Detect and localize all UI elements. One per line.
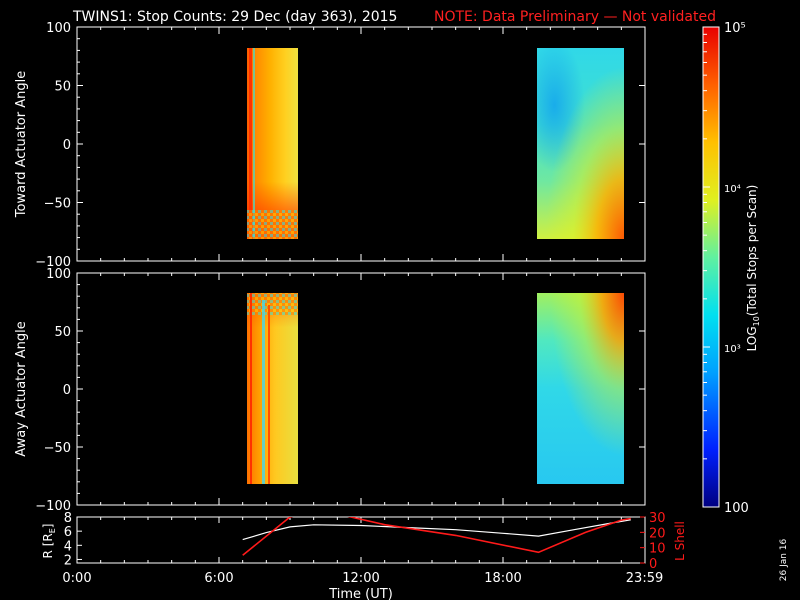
- middle-right-block: [537, 293, 624, 484]
- radius-ytick-label: 6: [64, 525, 72, 540]
- xtick-label: 6:00: [204, 571, 233, 586]
- middle-ytick-label: −50: [44, 441, 71, 456]
- top-panel-heatmap: [247, 48, 624, 239]
- middle-ytick-label: 100: [46, 267, 71, 282]
- radius-ytick-label: 4: [64, 539, 72, 554]
- lshell-ytick-label: 30: [649, 511, 666, 526]
- colorbar-tick-label: 100: [724, 501, 749, 516]
- middle-panel-heatmap: [247, 293, 624, 484]
- top-right-block: [537, 48, 624, 239]
- colorbar-tick-label: 10³: [724, 344, 741, 355]
- xlabel: Time (UT): [328, 587, 393, 600]
- colorbar-label: LOG10(Total Stops per Scan): [745, 185, 761, 352]
- xtick-label: 12:00: [342, 571, 379, 586]
- xtick-label: 23:59: [626, 571, 663, 586]
- lshell-line: [242, 517, 631, 556]
- lshell-ytick-label: 0: [649, 557, 657, 572]
- colorbar-tick-label: 10⁵: [724, 21, 746, 36]
- top-ytick-label: −100: [35, 255, 71, 270]
- radius-line: [242, 519, 631, 541]
- top-ytick-label: 50: [54, 80, 71, 95]
- colorbar-ticks: 100 10³ 10⁴ 10⁵: [703, 21, 749, 516]
- colorbar-tick-label: 10⁴: [724, 184, 741, 195]
- top-ylabel: Toward Actuator Angle: [14, 71, 29, 218]
- lshell-ylabel: L Shell: [673, 521, 687, 561]
- top-ytick-label: 100: [46, 21, 71, 36]
- radius-ytick-label: 2: [64, 553, 72, 568]
- middle-left-block: [247, 293, 298, 484]
- radius-ylabel: R [RE]: [41, 524, 57, 559]
- lshell-ytick-label: 10: [649, 542, 666, 557]
- date-stamp: 26 Jan 16: [779, 538, 789, 581]
- bottom-panel-lines: [242, 517, 631, 556]
- lshell-ytick-label: 20: [649, 526, 666, 541]
- colorbar: 100 10³ 10⁴ 10⁵ LOG10(Total Stops per Scan): [702, 21, 761, 516]
- xtick-label: 18:00: [484, 571, 521, 586]
- top-ytick-label: 0: [63, 138, 71, 153]
- chart-title: TWINS1: Stop Counts: 29 Dec (day 363), 2…: [72, 9, 397, 25]
- colorbar-gradient: [702, 26, 720, 508]
- xtick-label: 0:00: [62, 571, 91, 586]
- middle-ylabel: Away Actuator Angle: [14, 321, 29, 456]
- middle-ytick-label: 50: [54, 325, 71, 340]
- bottom-panel-frame: [76, 516, 646, 564]
- radius-ytick-label: 8: [64, 511, 72, 526]
- preliminary-note: NOTE: Data Preliminary — Not validated: [434, 9, 716, 25]
- middle-ytick-label: −100: [35, 499, 71, 514]
- middle-ytick-label: 0: [63, 383, 71, 398]
- top-left-block: [247, 48, 298, 239]
- axis-ticks: 100500−50−100100500−50−100864230201000:0…: [35, 21, 665, 586]
- top-ytick-label: −50: [44, 197, 71, 212]
